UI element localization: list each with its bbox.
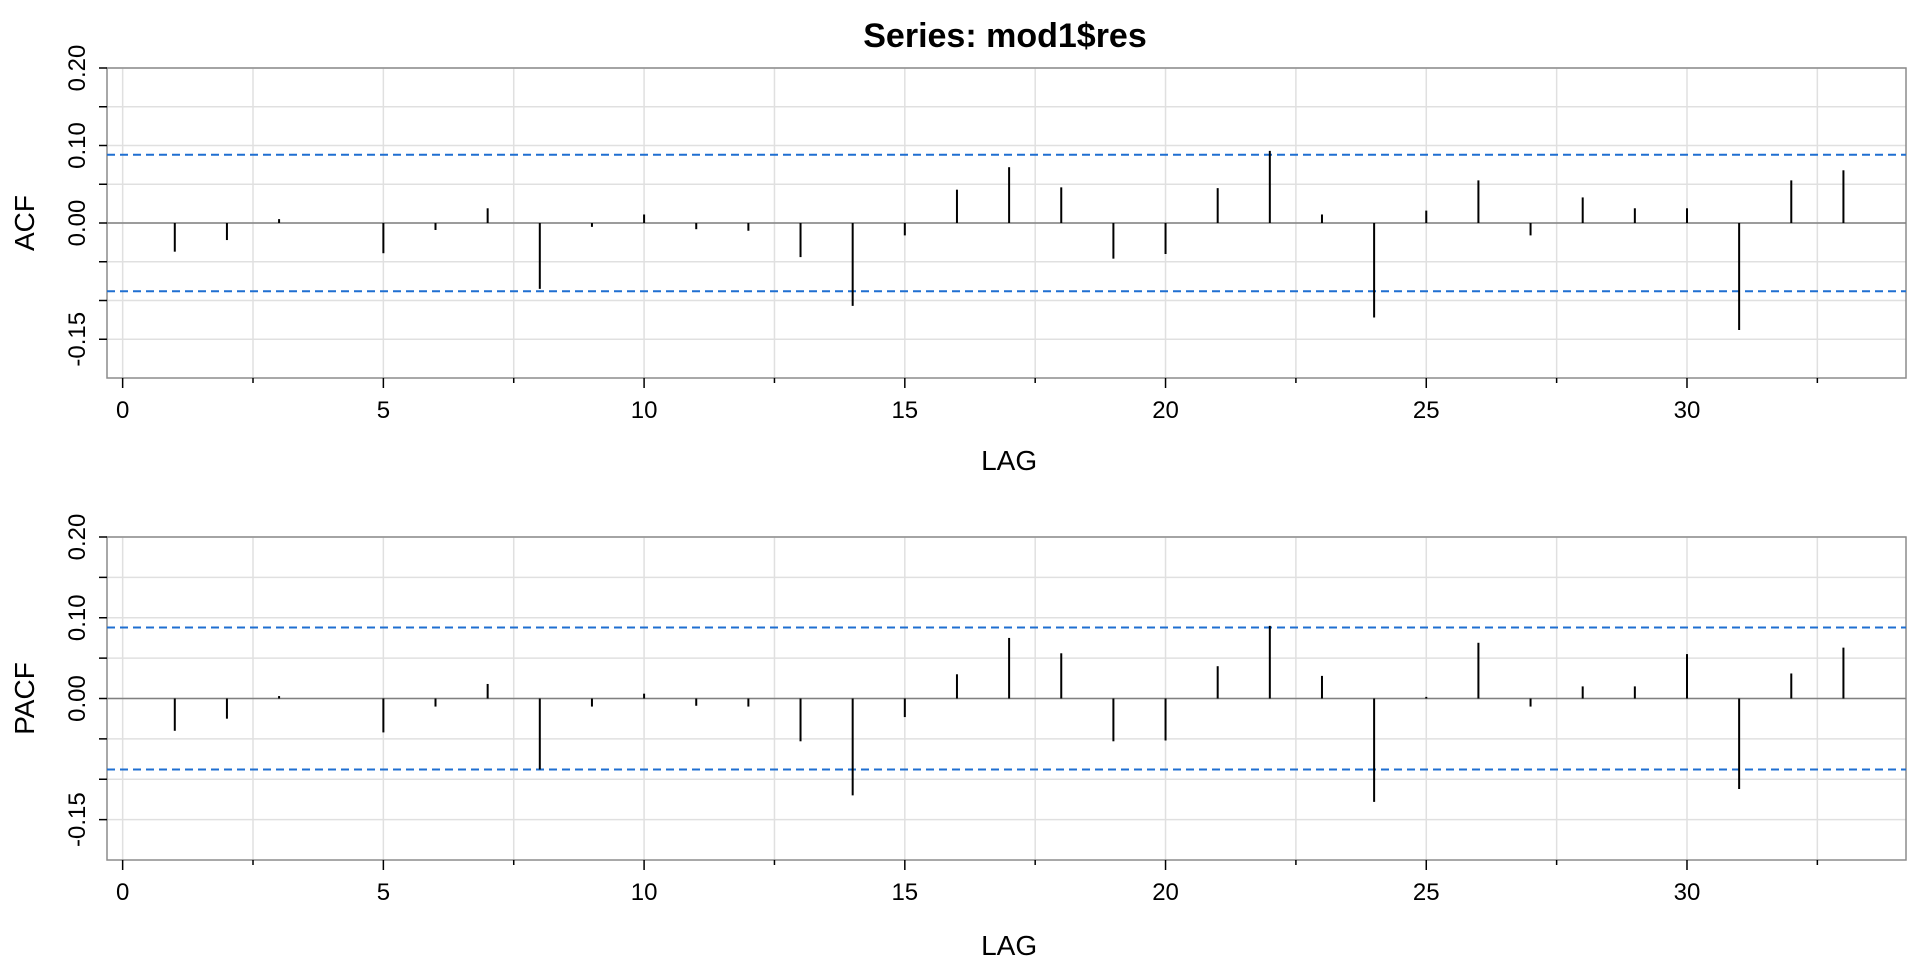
x-tick-label: 25 xyxy=(1413,397,1440,424)
y-tick-label: 0.20 xyxy=(64,45,91,92)
x-tick-label: 5 xyxy=(377,397,390,424)
acf-panel: 0 5 10 15 20 25 30 -0.15 0.00 0.10 0.20 LAG ACF xyxy=(9,45,1907,476)
y-tick-label: 0.20 xyxy=(64,514,91,561)
x-tick-label: 5 xyxy=(377,879,390,906)
x-tick-label: 30 xyxy=(1674,397,1701,424)
x-tick-label: 15 xyxy=(891,879,918,906)
x-tick-label: 25 xyxy=(1413,879,1440,906)
x-axis-label: LAG xyxy=(981,930,1037,960)
y-axis-label: ACF xyxy=(9,195,40,251)
x-tick-label: 20 xyxy=(1152,397,1179,424)
y-tick-label: 0.00 xyxy=(64,675,91,722)
y-tick-label: -0.15 xyxy=(64,312,91,367)
x-tick-label: 30 xyxy=(1674,879,1701,906)
x-tick-label: 10 xyxy=(631,397,658,424)
y-tick-label: 0.10 xyxy=(64,122,91,169)
x-axis-label: LAG xyxy=(981,445,1037,476)
x-tick-label: 0 xyxy=(116,397,129,424)
y-tick-label: 0.00 xyxy=(64,200,91,247)
y-tick-label: 0.10 xyxy=(64,594,91,641)
pacf-panel: 0 5 10 15 20 25 30 -0.15 0.00 0.10 0.20 LAG PACF xyxy=(9,514,1907,960)
x-tick-label: 20 xyxy=(1152,879,1179,906)
chart-title: Series: mod1$res xyxy=(863,17,1147,55)
x-tick-label: 0 xyxy=(116,879,129,906)
x-tick-label: 10 xyxy=(631,879,658,906)
y-axis-label: PACF xyxy=(9,662,40,735)
y-tick-label: -0.15 xyxy=(64,792,91,847)
x-tick-label: 15 xyxy=(891,397,918,424)
